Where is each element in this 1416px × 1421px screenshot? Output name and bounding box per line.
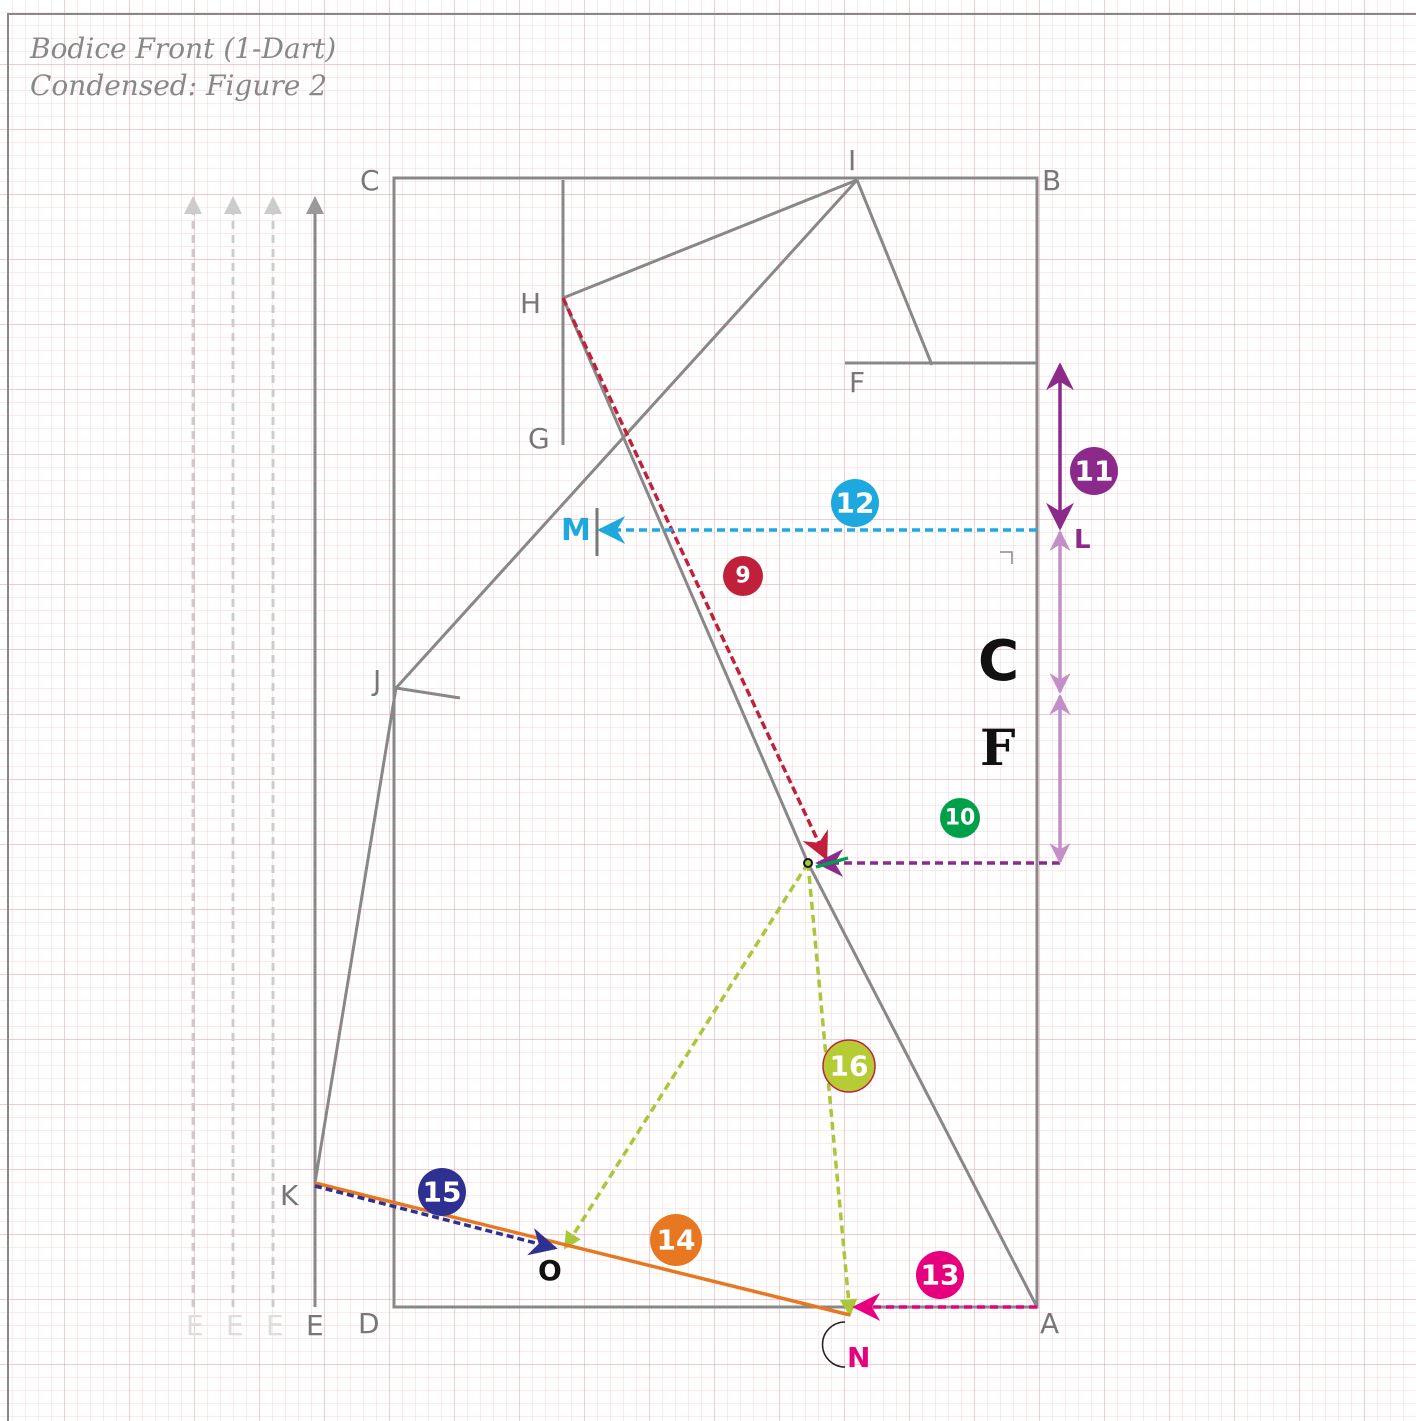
step-number: 13 [921,1259,960,1292]
point-label: A [1040,1307,1059,1340]
marker-letter: C [978,629,1019,694]
stroke [1000,551,1013,564]
stroke [806,862,1039,1308]
point-label: E [266,1309,284,1342]
step-number: 14 [657,1224,696,1257]
stroke [561,297,828,861]
step-number: 12 [836,487,875,520]
step-badge [831,479,879,527]
point-label: E [226,1309,244,1342]
step-number: 15 [423,1176,462,1209]
step-badge [418,1168,466,1216]
stroke [821,1321,846,1368]
stroke [561,297,810,864]
step-badge [723,556,763,596]
pattern-lines [306,176,1039,1309]
frame [7,13,1416,1421]
point-labels: C B I H F G M L J K O N E E E E D A [186,144,1091,1374]
point-label: O [538,1254,562,1287]
stroke [562,178,858,300]
ghost-lines [184,196,282,1307]
step-number: 10 [945,806,976,831]
title-line: Condensed: Figure 2 [30,69,327,102]
step-number: 9 [735,564,750,589]
step-badge [650,1214,702,1266]
point-label: F [849,366,865,399]
stroke [803,858,813,868]
stroke [563,862,810,1250]
point-label: J [371,664,381,697]
point-label: C [360,164,380,197]
point-label: M [561,513,591,548]
step-number: 16 [830,1050,869,1083]
step-badge [1070,447,1118,495]
stroke [815,856,849,869]
stroke [313,687,398,1184]
point-label: H [520,287,541,320]
point-label: E [306,1309,324,1342]
title-line: Bodice Front (1-Dart) [29,32,336,65]
step-arrows [314,297,1074,1368]
step-badges: 9 10 11 12 13 14 15 16 [418,447,1118,1299]
stroke [392,176,1039,1309]
point-label: G [528,422,550,455]
stroke [314,1184,558,1256]
markers: C F [978,629,1019,777]
step-badge [822,1039,876,1093]
stroke [806,862,858,1317]
point-label: L [1074,525,1091,555]
stroke [314,1181,851,1317]
point-label: K [280,1179,299,1212]
point-label: I [848,144,856,177]
step-number: 11 [1075,455,1114,488]
step-badge [916,1251,964,1299]
point-label: E [186,1309,204,1342]
point-label: D [358,1307,380,1340]
stroke [395,686,461,700]
title: Bodice Front (1-Dart) Condensed: Figure … [29,32,336,102]
stroke [855,179,934,366]
step-badge [940,798,980,838]
point-label: N [847,1341,870,1374]
marker-letter: F [980,718,1016,777]
point-label: B [1042,164,1061,197]
